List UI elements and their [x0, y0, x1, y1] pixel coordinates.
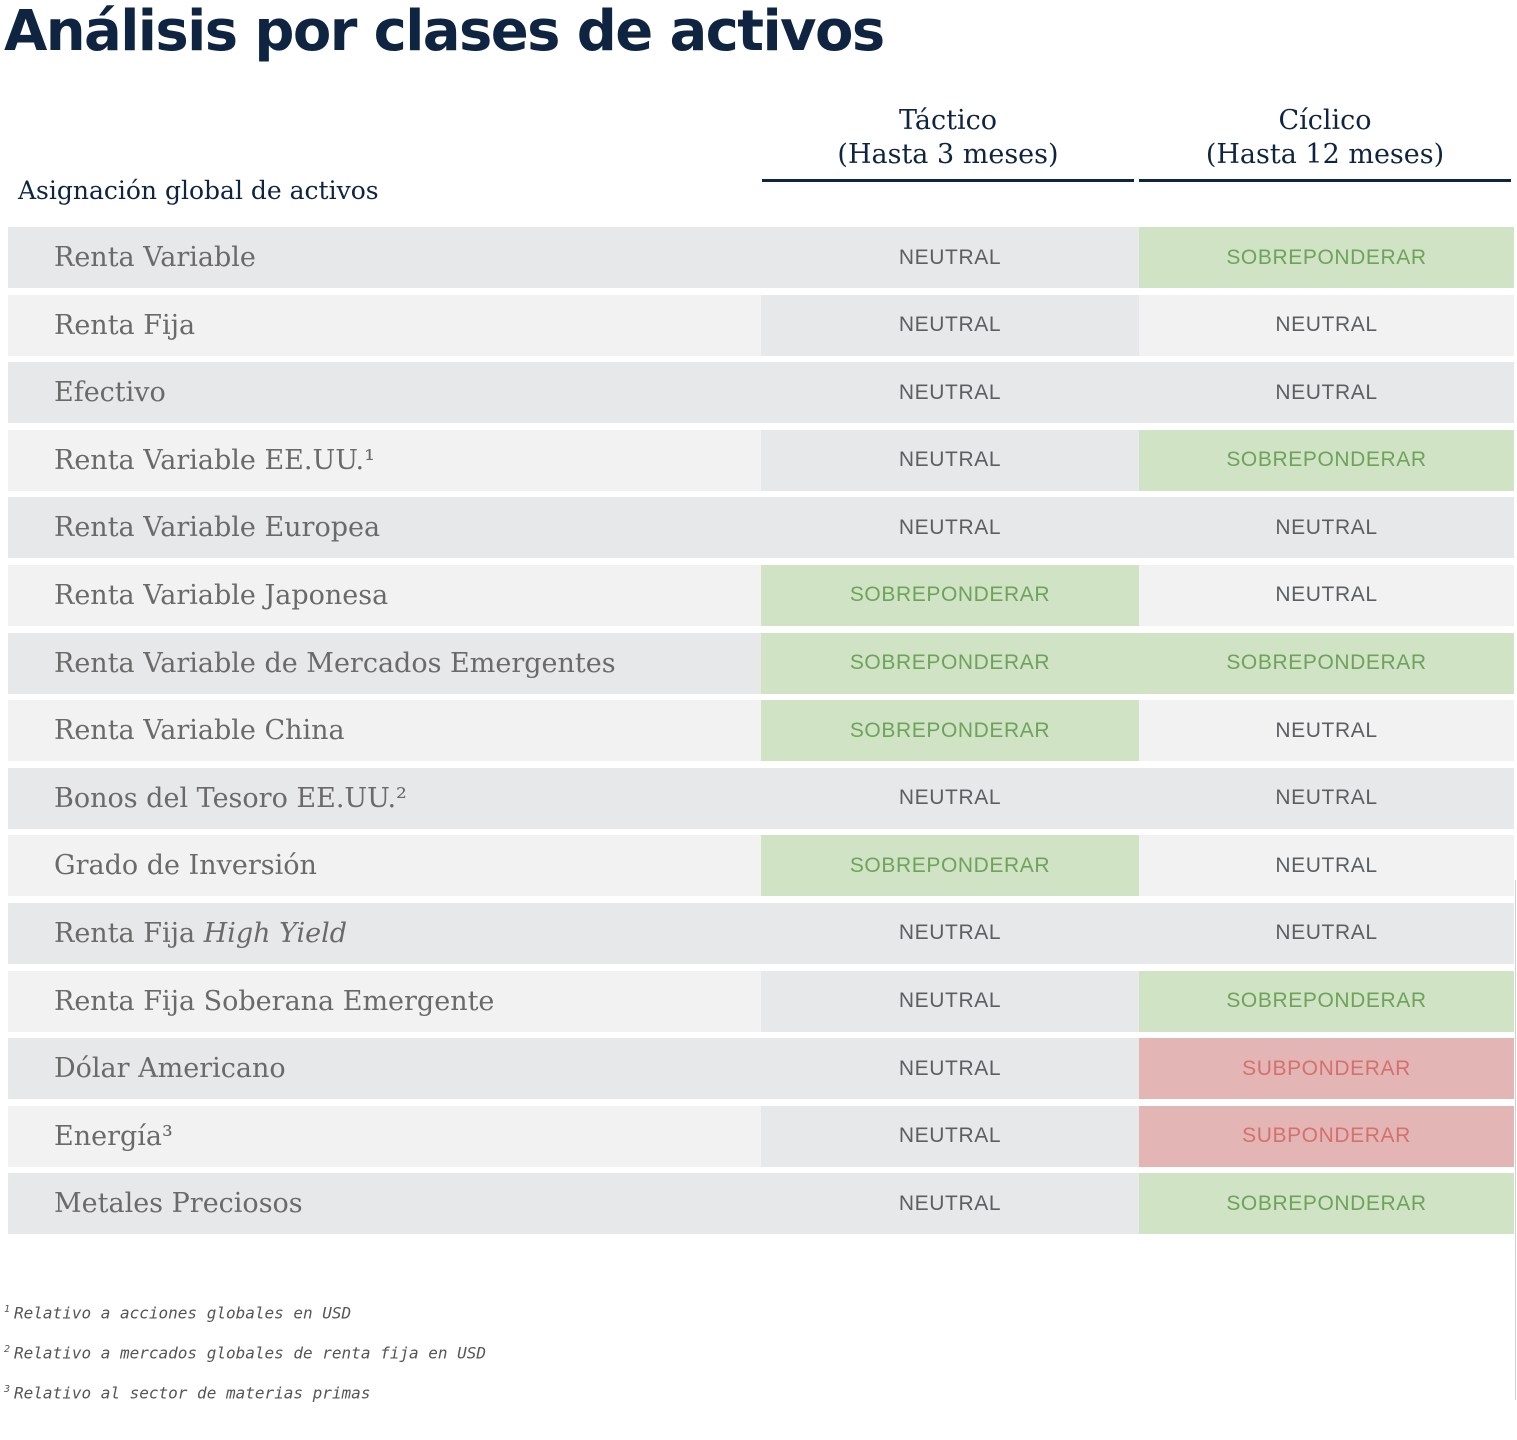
- asset-class-label: Metales Preciosos: [8, 1173, 761, 1234]
- cyclical-rating: NEUTRAL: [1275, 718, 1378, 742]
- cyclical-rating: SUBPONDERAR: [1139, 1038, 1514, 1100]
- footnote: 1 Relativo a acciones globales en USD: [4, 1296, 486, 1336]
- asset-class-name: Renta Variable Europea: [54, 512, 381, 544]
- asset-class-name: Efectivo: [54, 377, 166, 409]
- asset-class-label: Renta Variable China: [8, 700, 761, 761]
- table-row: Renta Fija NEUTRAL NEUTRAL: [8, 294, 1514, 356]
- asset-class-name: Renta Fija: [54, 917, 196, 949]
- asset-class-name: Renta Variable Japonesa: [54, 579, 389, 611]
- tactical-rating: SOBREPONDERAR: [761, 835, 1139, 897]
- cyclical-rating: SOBREPONDERAR: [1139, 632, 1514, 694]
- cyclical-rating: NEUTRAL: [1275, 313, 1378, 337]
- table-row: Renta Variable EE.UU.¹ NEUTRAL SOBREPONDER…: [8, 429, 1514, 491]
- asset-class-label: Renta Fija: [8, 295, 761, 356]
- tactical-rating: NEUTRAL: [761, 497, 1139, 559]
- cyclical-rating: NEUTRAL: [1275, 853, 1378, 877]
- tactical-rating: SOBREPONDERAR: [761, 632, 1139, 694]
- column-header-tactical-horizon: (Hasta 3 meses): [837, 139, 1059, 170]
- column-header-tactical: Táctico (Hasta 3 meses): [762, 104, 1134, 182]
- table-row: Renta Fija Soberana Emergente NEUTRAL SOBR…: [8, 970, 1514, 1032]
- column-header-cyclical: Cíclico (Hasta 12 meses): [1139, 104, 1511, 182]
- tactical-rating: NEUTRAL: [761, 970, 1139, 1032]
- asset-class-name: Energía³: [54, 1120, 173, 1152]
- asset-class-label: Energía³: [8, 1106, 761, 1167]
- asset-class-label: Efectivo: [8, 362, 761, 423]
- cyclical-rating: NEUTRAL: [1275, 786, 1378, 810]
- asset-class-name: Renta Variable China: [54, 715, 345, 747]
- asset-class-label: Renta Variable de Mercados Emergentes: [8, 633, 761, 694]
- asset-class-name: Renta Variable EE.UU.¹: [54, 444, 375, 476]
- table-row: Renta Variable Japonesa SOBREPONDERAR NEUT…: [8, 564, 1514, 626]
- tactical-rating: SOBREPONDERAR: [761, 700, 1139, 762]
- table-row: Renta Variable Europea NEUTRAL NEUTRAL: [8, 497, 1514, 559]
- asset-class-label: Renta Variable Europea: [8, 497, 761, 558]
- footnote-text: Relativo a mercados globales de renta fi…: [14, 1343, 487, 1363]
- asset-class-name: Metales Preciosos: [54, 1188, 303, 1220]
- cyclical-rating: NEUTRAL: [1275, 380, 1378, 404]
- cyclical-rating: NEUTRAL: [1275, 515, 1378, 539]
- tactical-rating: NEUTRAL: [761, 362, 1139, 424]
- asset-class-name: Renta Fija: [54, 309, 196, 341]
- asset-class-label: Bonos del Tesoro EE.UU.²: [8, 768, 761, 829]
- asset-class-name: Renta Variable de Mercados Emergentes: [54, 647, 616, 679]
- table-row: Renta Variable China SOBREPONDERAR NEUTRAL: [8, 700, 1514, 762]
- cyclical-rating: NEUTRAL: [1275, 921, 1378, 945]
- table-row: Efectivo NEUTRAL NEUTRAL: [8, 362, 1514, 424]
- cyclical-rating: SOBREPONDERAR: [1139, 227, 1514, 288]
- footnote: 3 Relativo al sector de materias primas: [4, 1376, 486, 1416]
- asset-allocation-table: Renta Variable NEUTRAL SOBREPONDERAR Renta …: [8, 227, 1514, 1241]
- asset-class-label: Renta Fija High Yield: [8, 903, 761, 964]
- footnote-mark: 2: [4, 1344, 11, 1355]
- divider-line: [1515, 880, 1516, 1400]
- asset-class-label: Renta Variable Japonesa: [8, 565, 761, 626]
- tactical-rating: NEUTRAL: [761, 1038, 1139, 1100]
- tactical-rating: NEUTRAL: [761, 902, 1139, 964]
- asset-class-label: Renta Variable: [8, 227, 761, 288]
- cyclical-rating: SOBREPONDERAR: [1139, 970, 1514, 1032]
- tactical-rating: NEUTRAL: [761, 767, 1139, 829]
- table-row: Bonos del Tesoro EE.UU.² NEUTRAL NEUTRAL: [8, 767, 1514, 829]
- asset-class-label: Renta Variable EE.UU.¹: [8, 430, 761, 491]
- cyclical-rating: NEUTRAL: [1275, 583, 1378, 607]
- footnote: 2 Relativo a mercados globales de renta f…: [4, 1336, 486, 1376]
- asset-class-name: Grado de Inversión: [54, 850, 317, 882]
- asset-class-label: Grado de Inversión: [8, 835, 761, 896]
- cyclical-rating: SUBPONDERAR: [1139, 1105, 1514, 1167]
- table-row: Energía³ NEUTRAL SUBPONDERAR: [8, 1105, 1514, 1167]
- asset-class-label: Dólar Americano: [8, 1038, 761, 1099]
- asset-class-name: Dólar Americano: [54, 1053, 286, 1085]
- tactical-rating: NEUTRAL: [761, 1173, 1139, 1235]
- footnote-mark: 3: [4, 1384, 11, 1395]
- tactical-rating: NEUTRAL: [761, 429, 1139, 491]
- footnote-text: Relativo al sector de materias primas: [14, 1383, 371, 1403]
- asset-class-name: Bonos del Tesoro EE.UU.²: [54, 782, 407, 814]
- asset-class-label: Renta Fija Soberana Emergente: [8, 971, 761, 1032]
- tactical-rating: NEUTRAL: [761, 1105, 1139, 1167]
- table-row: Renta Fija High Yield NEUTRAL NEUTRAL: [8, 902, 1514, 964]
- table-row: Renta Variable NEUTRAL SOBREPONDERAR: [8, 227, 1514, 288]
- table-row: Metales Preciosos NEUTRAL SOBREPONDERAR: [8, 1173, 1514, 1235]
- cyclical-rating: SOBREPONDERAR: [1139, 1173, 1514, 1235]
- column-header-cyclical-horizon: (Hasta 12 meses): [1205, 139, 1445, 170]
- section-label: Asignación global de activos: [18, 176, 379, 205]
- column-header-tactical-title: Táctico: [899, 105, 997, 136]
- asset-class-name: Renta Variable: [54, 242, 256, 273]
- table-row: Grado de Inversión SOBREPONDERAR NEUTRAL: [8, 835, 1514, 897]
- column-header-cyclical-title: Cíclico: [1278, 105, 1372, 136]
- asset-class-name: Renta Fija Soberana Emergente: [54, 985, 495, 1017]
- cyclical-rating: SOBREPONDERAR: [1139, 429, 1514, 491]
- footnote-mark: 1: [4, 1304, 11, 1315]
- tactical-rating: NEUTRAL: [761, 294, 1139, 356]
- footnotes: 1 Relativo a acciones globales en USD 2 Rel…: [4, 1296, 486, 1416]
- footnote-text: Relativo a acciones globales en USD: [14, 1303, 352, 1323]
- page-title: Análisis por clases de activos: [4, 0, 885, 64]
- asset-class-name-italic: High Yield: [203, 917, 347, 949]
- table-row: Renta Variable de Mercados Emergentes SOB…: [8, 632, 1514, 694]
- tactical-rating: SOBREPONDERAR: [761, 564, 1139, 626]
- tactical-rating: NEUTRAL: [761, 227, 1139, 288]
- table-row: Dólar Americano NEUTRAL SUBPONDERAR: [8, 1038, 1514, 1100]
